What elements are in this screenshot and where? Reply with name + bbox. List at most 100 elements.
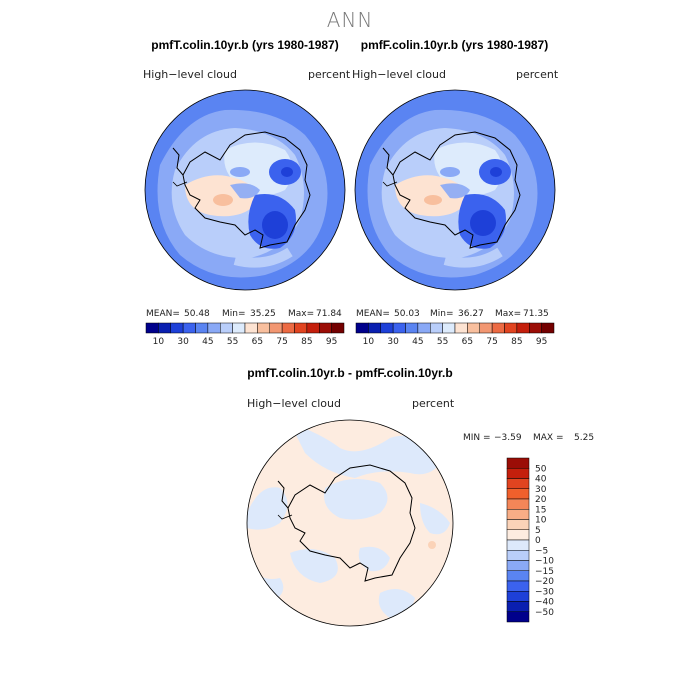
panel2-units-label: percent <box>516 68 559 81</box>
diff-colorbar-swatch <box>506 560 530 571</box>
diff-colorbar-tick-label: −15 <box>535 567 554 577</box>
panel1-colorbar-swatch <box>257 322 270 334</box>
diff-colorbar-tick-label: 20 <box>535 495 547 505</box>
panel1-colorbar-swatch <box>331 322 345 334</box>
panel1-colorbar-tick-label: 75 <box>276 337 287 347</box>
panel2-colorbar-swatch <box>380 322 394 334</box>
diff-max-label: MAX = <box>533 433 564 443</box>
panel2-colorbar-swatch <box>442 322 456 334</box>
panel2-colorbar-swatch <box>405 322 419 334</box>
panel1-max-value: 71.84 <box>316 309 342 319</box>
diff-colorbar-swatch <box>506 509 530 520</box>
diff-map <box>247 420 453 626</box>
diff-colorbar-swatch <box>506 457 530 469</box>
panel1-colorbar-tick-label: 65 <box>252 337 263 347</box>
diff-colorbar-swatch <box>506 468 530 479</box>
diff-colorbar-swatch <box>506 539 530 551</box>
panel1-mean-value: 50.48 <box>184 309 210 319</box>
panel2-colorbar: 10 30 45 55 65 75 85 95 <box>355 322 555 347</box>
panel2-max-value: 71.35 <box>523 309 549 319</box>
panel2-colorbar-swatch <box>430 322 443 334</box>
panel1-colorbar-tick-label: 95 <box>326 337 337 347</box>
diff-colorbar-tick-label: −50 <box>535 608 554 618</box>
panel1-colorbar-swatch <box>281 322 295 334</box>
diff-colorbar-tick-label: 50 <box>535 464 547 474</box>
main-title: ANN <box>326 8 374 32</box>
panel2-colorbar-tick-label: 45 <box>412 337 423 347</box>
diff-min-value: −3.59 <box>494 433 522 443</box>
panel2-min-value: 36.27 <box>458 309 484 319</box>
panel1-colorbar-swatch <box>195 322 209 334</box>
diff-variable-label: High−level cloud <box>247 397 341 410</box>
panel1-colorbar-swatch <box>306 322 320 334</box>
diff-colorbar-tick-label: −5 <box>535 546 548 556</box>
diff-colorbar-tick-label: 15 <box>535 505 546 515</box>
panel1-colorbar-swatch <box>220 322 233 334</box>
panel2-subtitle: pmfF.colin.10yr.b (yrs 1980-1987) <box>360 38 549 52</box>
panel2-colorbar-swatch <box>467 322 480 334</box>
panel1-colorbar-swatch <box>232 322 246 334</box>
diff-colorbar-swatch <box>506 570 530 582</box>
diff-colorbar-swatch <box>506 591 530 602</box>
diff-colorbar-swatch <box>506 519 530 530</box>
panel2-colorbar-swatch <box>504 322 518 334</box>
panel2-colorbar-swatch <box>417 322 431 334</box>
diff-colorbar-tick-label: 10 <box>535 516 547 526</box>
panel1-variable-label: High−level cloud <box>143 68 237 81</box>
panel1-colorbar-swatch <box>158 322 171 334</box>
diff-colorbar-tick-label: 40 <box>535 475 547 485</box>
diff-colorbar-swatch <box>506 611 530 623</box>
diff-units-label: percent <box>412 397 455 410</box>
panel1-mean-label: MEAN= <box>146 309 180 319</box>
panel1-subtitle: pmfT.colin.10yr.b (yrs 1980-1987) <box>151 38 339 52</box>
panel2-mean-value: 50.03 <box>394 309 420 319</box>
diff-max-value: 5.25 <box>574 433 595 443</box>
panel1-min-label: Min= <box>222 309 246 319</box>
panel2-colorbar-swatch <box>491 322 505 334</box>
diff-min-label: MIN = <box>463 433 491 443</box>
diff-colorbar-tick-label: 0 <box>535 536 541 546</box>
panel1-colorbar-swatch <box>145 322 159 334</box>
diff-colorbar-tick-label: 5 <box>535 526 541 536</box>
panel1-colorbar-swatch <box>182 322 196 334</box>
panel2-min-label: Min= <box>430 309 454 319</box>
panel2-colorbar-tick-label: 75 <box>486 337 497 347</box>
panel2-colorbar-swatch <box>541 322 555 334</box>
diff-subtitle: pmfT.colin.10yr.b - pmfF.colin.10yr.b <box>247 366 453 380</box>
panel1-max-label: Max= <box>288 309 315 319</box>
diff-colorbar-tick-label: 30 <box>535 485 547 495</box>
panel2-mean-label: MEAN= <box>356 309 390 319</box>
panel1-min-value: 35.25 <box>250 309 276 319</box>
panel2-colorbar-swatch <box>392 322 406 334</box>
panel2-colorbar-swatch <box>516 322 530 334</box>
diff-colorbar-tick-label: −20 <box>535 577 554 587</box>
diff-colorbar-tick-label: −10 <box>535 557 554 567</box>
panel2-colorbar-tick-label: 55 <box>437 337 448 347</box>
panel1-units-label: percent <box>308 68 351 81</box>
diff-colorbar-tick-label: −40 <box>535 598 554 608</box>
panel2-variable-label: High−level cloud <box>352 68 446 81</box>
panel2-colorbar-tick-label: 65 <box>462 337 473 347</box>
panel2-colorbar-swatch <box>479 322 493 334</box>
diff-colorbar-swatch <box>506 601 530 612</box>
panel1-colorbar-swatch <box>244 322 258 334</box>
panel2-map <box>355 90 555 290</box>
panel1-colorbar-tick-label: 10 <box>153 337 165 347</box>
panel2-colorbar-tick-label: 10 <box>363 337 375 347</box>
panel1-colorbar-tick-label: 55 <box>227 337 238 347</box>
panel1-map <box>145 90 345 290</box>
panel2-colorbar-swatch <box>368 322 381 334</box>
panel2-max-label: Max= <box>495 309 522 319</box>
panel2-colorbar-tick-label: 30 <box>387 337 399 347</box>
panel2-colorbar-tick-label: 85 <box>511 337 522 347</box>
panel1-colorbar-swatch <box>319 322 332 334</box>
panel1-colorbar-tick-label: 85 <box>301 337 312 347</box>
panel2-colorbar-swatch <box>529 322 542 334</box>
diff-colorbar-swatch <box>506 580 530 592</box>
diff-colorbar-swatch <box>506 478 530 489</box>
panel1-colorbar-swatch <box>170 322 184 334</box>
panel2-colorbar-tick-label: 95 <box>536 337 547 347</box>
diff-colorbar-swatch <box>506 488 530 500</box>
diff-colorbar-swatch <box>506 529 530 541</box>
